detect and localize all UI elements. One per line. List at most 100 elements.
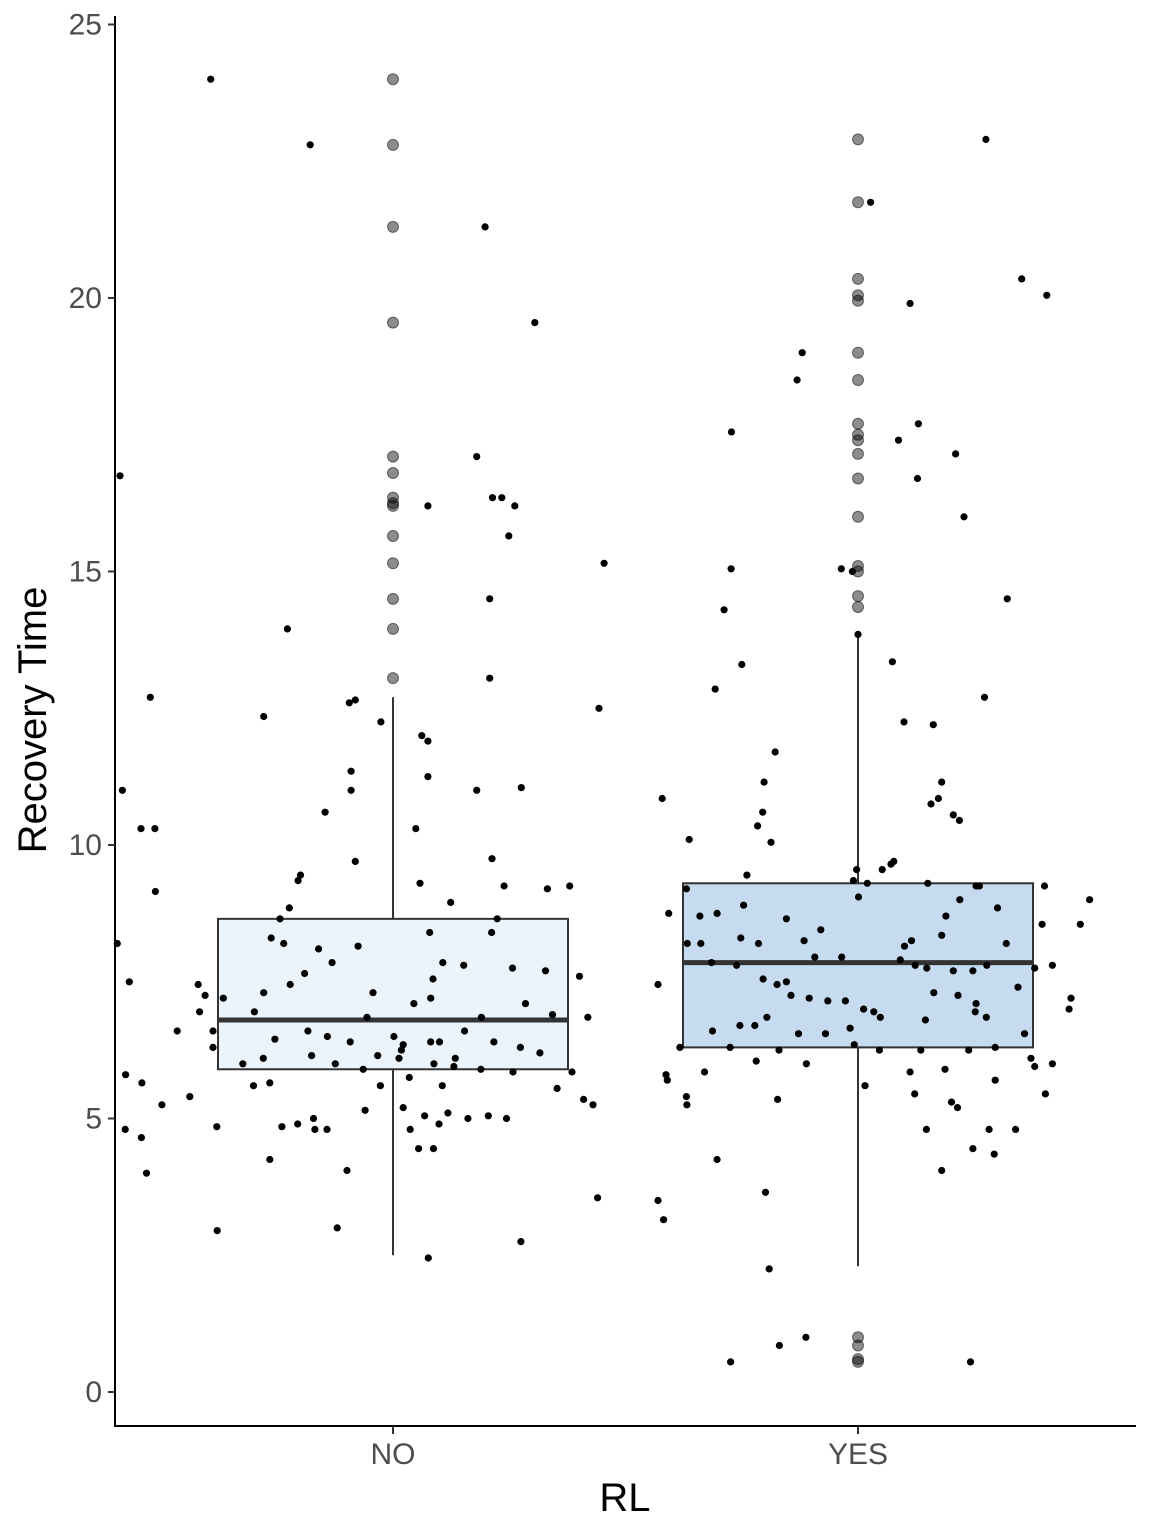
outlier-point-yes: [852, 1353, 864, 1366]
data-point: [921, 1016, 930, 1024]
outlier-point-no: [387, 316, 399, 329]
data-point: [142, 1169, 151, 1177]
data-point: [213, 1227, 221, 1235]
y-tick-label: 0: [85, 1376, 102, 1409]
data-point: [321, 808, 329, 816]
data-point: [894, 436, 903, 444]
data-point: [374, 1052, 382, 1060]
data-point: [1065, 1005, 1073, 1013]
data-point: [941, 1065, 949, 1073]
data-point: [266, 1155, 274, 1164]
data-point: [736, 1021, 744, 1030]
data-point: [854, 893, 863, 901]
outlier-point-no: [387, 450, 399, 463]
data-point: [594, 1194, 602, 1202]
data-point: [956, 896, 964, 904]
data-point: [283, 625, 291, 633]
data-point: [906, 1068, 914, 1076]
data-point: [500, 882, 508, 890]
data-point: [817, 926, 825, 934]
data-point: [969, 967, 977, 975]
data-point: [351, 696, 359, 704]
data-point: [1003, 595, 1011, 603]
data-point: [196, 1008, 204, 1016]
outlier-point-yes: [852, 374, 864, 387]
data-point: [771, 748, 779, 756]
data-point: [511, 502, 519, 510]
data-point: [481, 223, 489, 231]
outlier-point-no: [387, 592, 399, 605]
data-point: [531, 319, 539, 327]
data-point: [711, 685, 719, 693]
data-point: [927, 800, 935, 808]
data-point: [412, 825, 420, 833]
data-point: [949, 811, 957, 819]
data-point: [151, 825, 159, 833]
data-point: [509, 1068, 517, 1076]
data-point: [416, 879, 424, 887]
tick-layer: 0 5 10 15 20 25 NO YES: [69, 9, 888, 1472]
data-point: [294, 877, 302, 885]
data-point: [444, 1109, 452, 1117]
data-point: [990, 1150, 998, 1158]
data-point: [377, 718, 385, 726]
data-point: [521, 1000, 530, 1008]
data-point: [517, 1238, 525, 1246]
data-point: [399, 1041, 407, 1049]
data-point: [122, 1071, 130, 1079]
outlier-point-yes: [852, 472, 864, 485]
data-point: [1086, 896, 1094, 904]
data-point: [390, 1032, 398, 1041]
data-point: [966, 1358, 975, 1366]
outlier-point-yes: [852, 1355, 864, 1368]
data-point: [424, 502, 432, 510]
data-point: [878, 866, 886, 874]
data-point: [1012, 1125, 1020, 1133]
data-point: [488, 494, 497, 502]
data-point: [502, 1114, 511, 1123]
data-point: [259, 1054, 267, 1062]
outlier-point-yes: [852, 434, 864, 447]
data-point: [209, 1043, 217, 1051]
data-point: [947, 1098, 956, 1106]
data-point: [754, 822, 762, 830]
data-point: [464, 1114, 472, 1123]
data-point: [759, 975, 767, 983]
data-point: [917, 1046, 925, 1054]
y-axis-title: Recovery Time: [11, 587, 55, 854]
y-tick-label: 5: [85, 1103, 102, 1136]
outlier-point-no: [387, 672, 399, 685]
data-point: [260, 989, 268, 997]
data-point: [301, 969, 309, 978]
data-point: [707, 959, 716, 967]
data-point: [922, 1125, 931, 1133]
data-point: [727, 565, 735, 573]
data-point: [949, 967, 957, 975]
data-point: [347, 786, 355, 794]
data-point: [841, 997, 850, 1005]
data-point: [266, 1079, 274, 1087]
x-tick-label: YES: [828, 1438, 888, 1471]
data-point: [306, 141, 314, 149]
data-point: [837, 565, 845, 573]
y-tick-label: 20: [69, 282, 102, 315]
data-point: [1031, 1062, 1039, 1071]
data-point: [888, 658, 897, 666]
data-point: [854, 630, 862, 639]
data-point: [118, 786, 126, 794]
data-point: [752, 1057, 760, 1065]
data-point: [600, 559, 608, 567]
data-point: [347, 767, 355, 775]
outlier-point-no: [387, 220, 399, 233]
data-point: [451, 1054, 459, 1062]
outlier-point-yes: [852, 417, 864, 430]
data-point: [727, 428, 736, 436]
data-point: [308, 1052, 316, 1060]
data-point: [343, 1166, 351, 1175]
data-point: [548, 1011, 557, 1019]
data-point: [720, 606, 728, 614]
data-point: [490, 1038, 498, 1046]
data-point: [138, 1079, 146, 1087]
data-point: [1027, 1054, 1035, 1062]
